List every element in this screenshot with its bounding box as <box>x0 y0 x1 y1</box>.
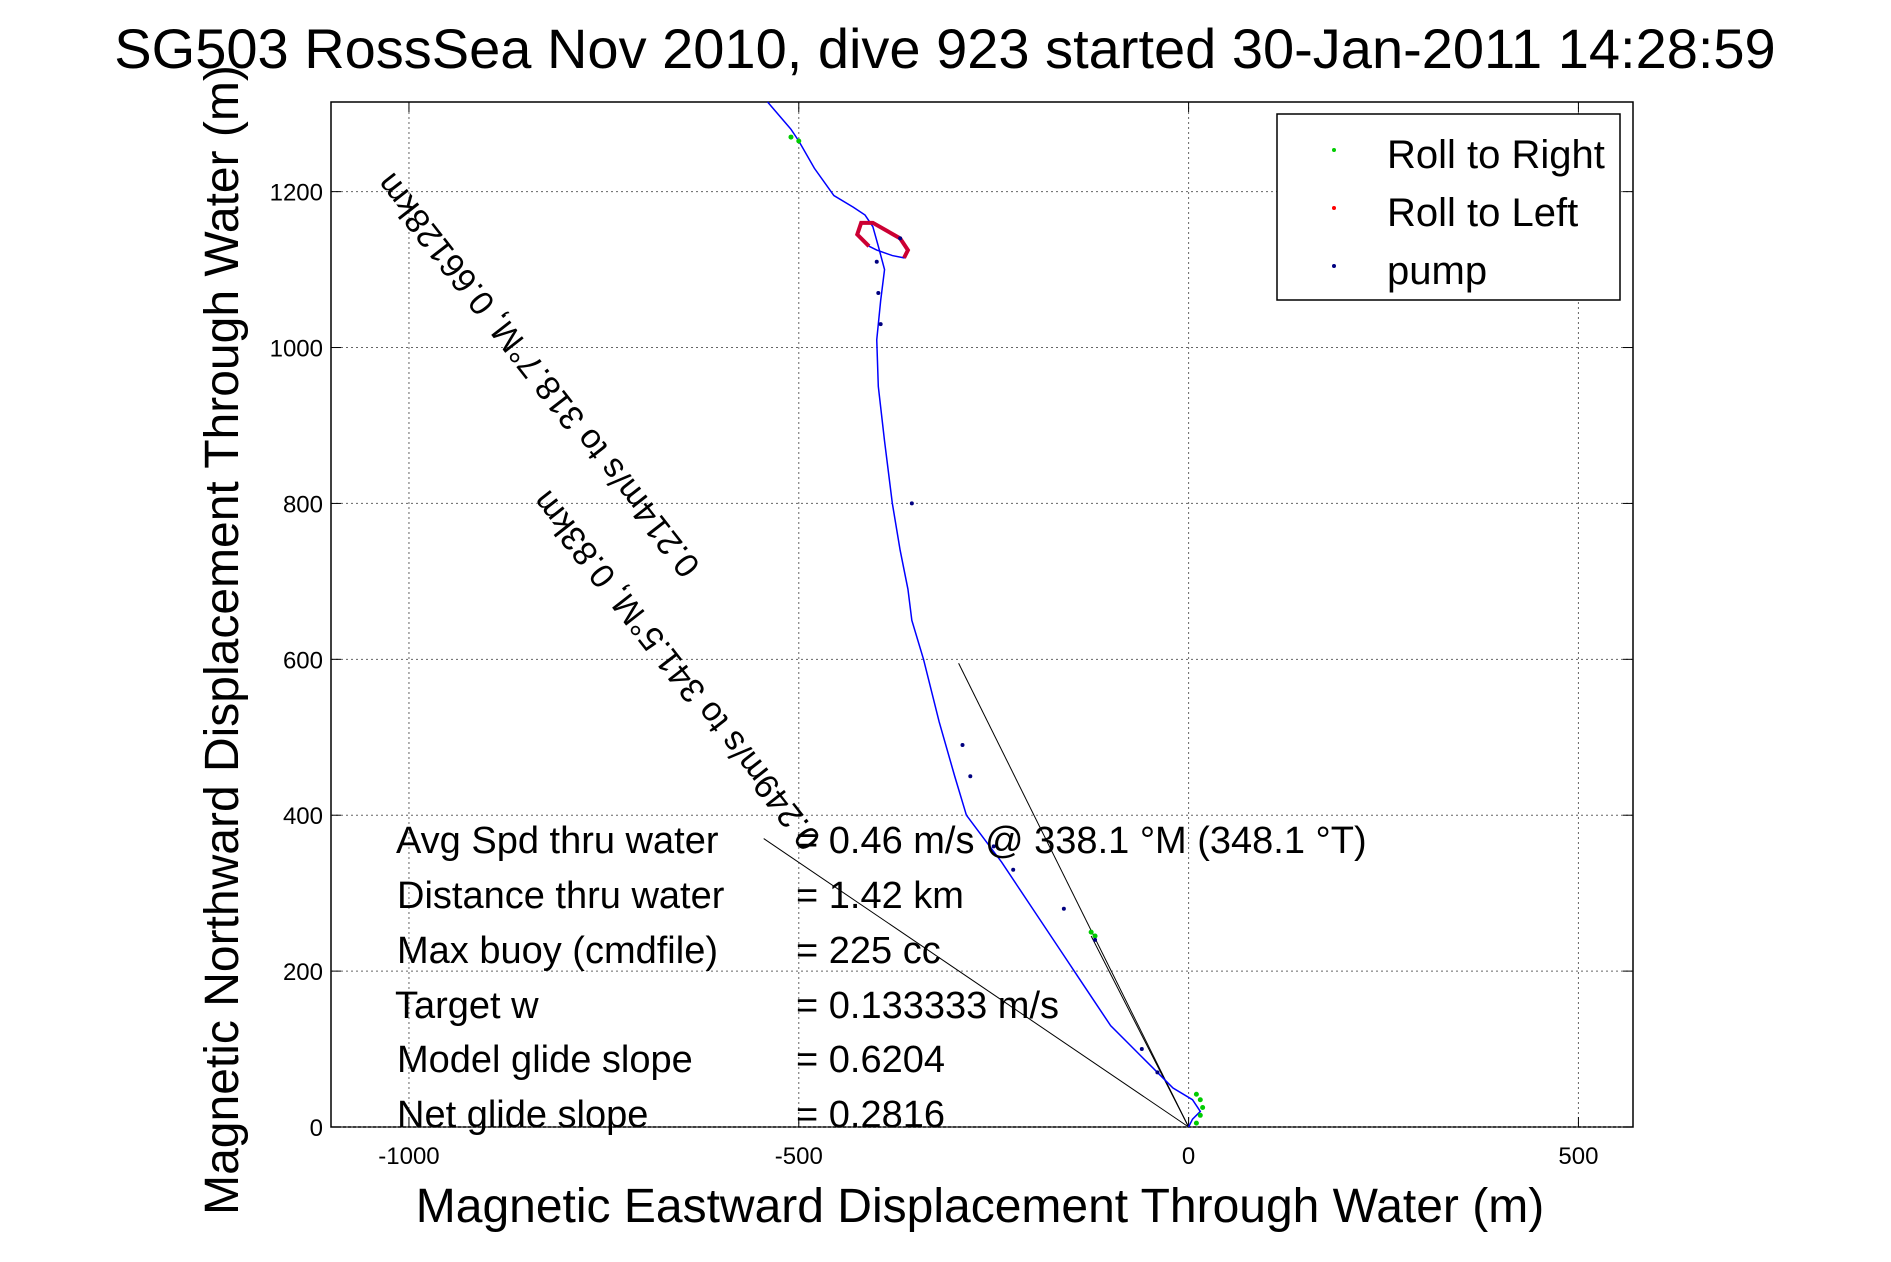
annotation-label: Distance thru water <box>397 875 725 917</box>
pump-point <box>1061 906 1066 911</box>
pump-point <box>960 743 965 748</box>
guide-line <box>958 662 1190 1128</box>
guide-line <box>1090 935 1190 1128</box>
guide-lines <box>763 662 1190 1128</box>
pump-point <box>878 322 883 327</box>
legend-marker-pump <box>1332 264 1336 268</box>
legend: Roll to Right Roll to Left pump <box>1276 113 1621 301</box>
x-tick-label: -500 <box>775 1143 823 1170</box>
pump-point <box>991 844 996 849</box>
legend-marker-roll-right <box>1332 148 1336 152</box>
pump-points <box>874 236 1160 1075</box>
roll-left-loop <box>854 220 911 259</box>
roll-right-point <box>796 138 802 144</box>
pump-point <box>968 774 973 779</box>
roll-right-points <box>788 134 1206 1126</box>
legend-marker-roll-left <box>1332 206 1336 210</box>
annotation-label: Net glide slope <box>397 1094 648 1136</box>
roll-right-point <box>1193 1120 1199 1126</box>
x-tick-label: -1000 <box>378 1143 439 1170</box>
roll-right-point <box>788 134 794 140</box>
pump-point <box>1093 937 1098 942</box>
annotation-value: = 0.2816 <box>796 1094 945 1136</box>
y-ticks: 0 200 400 600 800 1000 1200 <box>270 180 1633 1142</box>
guide-line <box>763 838 1189 1128</box>
pump-point <box>1139 1047 1144 1052</box>
roll-right-point <box>1197 1097 1203 1103</box>
pump-point <box>898 236 903 241</box>
roll-right-point <box>1200 1105 1206 1111</box>
legend-label-roll-left: Roll to Left <box>1387 191 1578 235</box>
roll-right-point <box>1193 1091 1199 1097</box>
annotation-value: = 0.46 m/s @ 338.1 °M (348.1 °T) <box>796 820 1367 862</box>
annotation-value: = 0.6204 <box>796 1039 945 1081</box>
y-tick-label: 400 <box>283 803 323 830</box>
y-tick-label: 200 <box>283 959 323 986</box>
annotation-value: = 1.42 km <box>796 875 964 917</box>
annotation-label: Avg Spd thru water <box>396 820 719 862</box>
roll-right-point <box>1092 933 1098 939</box>
stats-annotations: Avg Spd thru water = 0.46 m/s @ 338.1 °M… <box>395 820 1367 1136</box>
y-tick-label: 1200 <box>270 180 323 207</box>
x-tick-label: 0 <box>1182 1143 1195 1170</box>
chart-title: SG503 RossSea Nov 2010, dive 923 started… <box>114 17 1775 80</box>
pump-point <box>909 501 914 506</box>
y-axis-label: Magnetic Northward Displacement Through … <box>196 65 249 1215</box>
legend-label-pump: pump <box>1387 249 1487 293</box>
roll-right-point <box>1197 1112 1203 1118</box>
roll-right-point <box>1088 929 1094 935</box>
x-tick-label: 500 <box>1558 1143 1598 1170</box>
pump-point <box>874 259 879 264</box>
pump-point <box>876 290 881 295</box>
pump-point <box>1155 1070 1160 1075</box>
annotation-value: = 225 cc <box>796 930 941 972</box>
annotation-label: Model glide slope <box>397 1039 693 1081</box>
y-tick-label: 1000 <box>270 336 323 363</box>
y-tick-label: 800 <box>283 491 323 518</box>
y-tick-label: 600 <box>283 647 323 674</box>
annotation-label: Target w <box>395 985 539 1027</box>
pump-point <box>1011 867 1016 872</box>
x-axis-label: Magnetic Eastward Displacement Through W… <box>416 1180 1544 1233</box>
legend-label-roll-right: Roll to Right <box>1387 133 1605 177</box>
annotation-label: Max buoy (cmdfile) <box>397 930 718 972</box>
y-tick-label: 0 <box>310 1115 323 1142</box>
annotation-value: = 0.133333 m/s <box>796 985 1059 1027</box>
